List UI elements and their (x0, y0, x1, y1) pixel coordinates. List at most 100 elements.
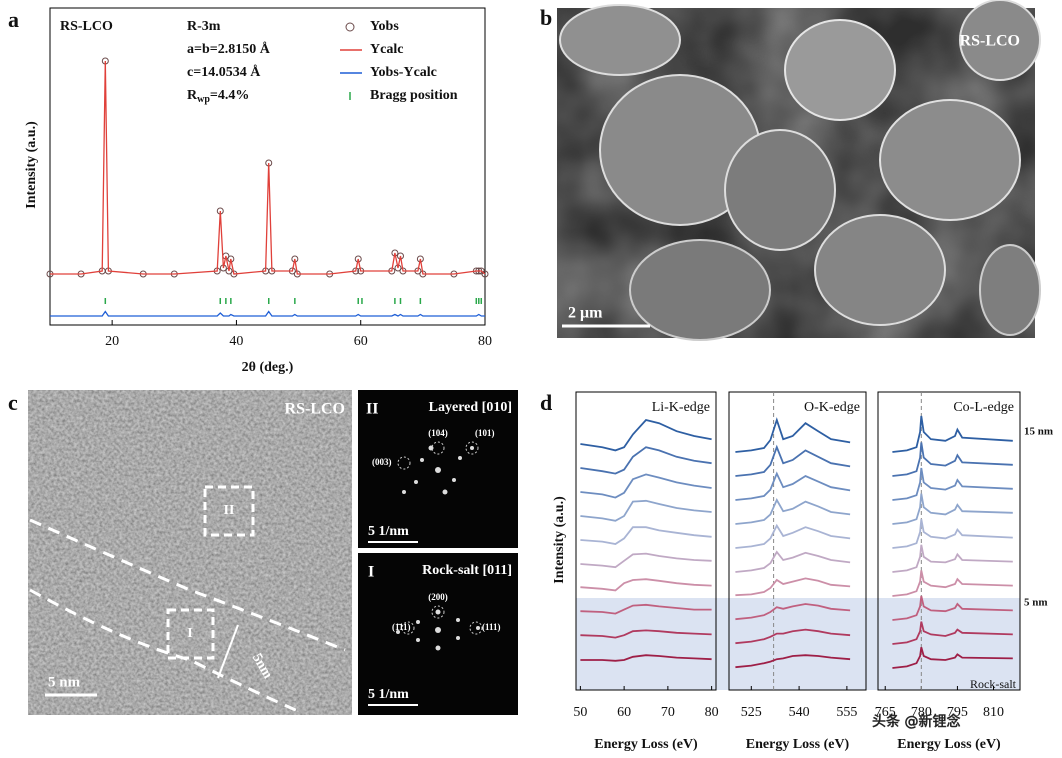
x-axis-label: Energy Loss (eV) (594, 737, 698, 752)
spectrum (580, 473, 712, 499)
x-tick-label: 765 (875, 705, 896, 720)
legend-marker (345, 22, 355, 32)
annotation: c=14.0534 Å (187, 64, 261, 80)
spectrum (580, 654, 712, 662)
spectrum (735, 603, 851, 621)
rwp-symbol: R (187, 88, 198, 103)
panel-label: c (8, 390, 18, 415)
spot-label: (104) (428, 428, 448, 438)
sample-label: RS-LCO (960, 33, 1020, 50)
spectrum (735, 550, 851, 573)
spectrum (735, 654, 851, 669)
panel-label: b (540, 5, 552, 30)
x-tick-label: 780 (911, 705, 932, 720)
annotation: R-3m (187, 19, 221, 34)
spectrum (735, 628, 851, 645)
spectrum (892, 544, 1013, 573)
annotation: Rwp=4.4% (187, 88, 249, 105)
x-tick-label: 20 (105, 334, 119, 349)
spectrum (892, 595, 1013, 621)
spot-label: (200) (428, 592, 448, 602)
sample-label: RS-LCO (285, 401, 345, 418)
spectrum (892, 621, 1013, 645)
region-label: I (187, 626, 192, 641)
x-tick-label: 555 (836, 705, 857, 720)
x-tick-label: 810 (983, 705, 1004, 720)
x-tick-label: 40 (229, 334, 243, 349)
x-tick-label: 540 (789, 705, 810, 720)
spot-label: (101) (475, 428, 495, 438)
curve-label: 15 nm (1024, 426, 1053, 438)
spectrum (735, 444, 851, 477)
inset-title: Rock-salt [011] (422, 563, 512, 578)
series-line (50, 310, 485, 317)
spectrum (735, 471, 851, 501)
spectrum (580, 629, 712, 639)
x-tick-label: 795 (947, 705, 968, 720)
spectrum (892, 467, 1013, 501)
spectrum (892, 570, 1013, 597)
rwp-subscript: wp (197, 94, 210, 105)
spectrum (580, 552, 712, 569)
x-tick-label: 50 (573, 705, 587, 720)
spectrum (892, 493, 1013, 525)
spectrum (735, 523, 851, 549)
y-axis-label: Intensity (a.u.) (24, 121, 39, 209)
region-label: Rock-salt (970, 677, 1017, 691)
panel-label: a (8, 7, 19, 32)
legend-label: Bragg position (370, 88, 458, 103)
rwp-value: =4.4% (210, 88, 249, 103)
spectrum (580, 603, 712, 615)
subplot-title: O-K-edge (804, 400, 860, 415)
watermark: 头条 @新锂念 (872, 713, 960, 730)
y-axis-label: Intensity (a.u.) (552, 496, 567, 584)
scale-bar-label: 2 μm (568, 305, 603, 322)
annotation: a=b=2.8150 Å (187, 41, 271, 57)
x-axis-label: Energy Loss (eV) (897, 737, 1001, 752)
plot-frame (877, 391, 1021, 691)
spectrum (735, 417, 851, 453)
inset-label: I (368, 564, 374, 581)
spectrum (735, 577, 851, 597)
x-axis-label: 2θ (deg.) (242, 360, 294, 375)
spectrum (580, 418, 712, 452)
x-tick-label: 80 (478, 334, 492, 349)
spectrum (580, 446, 712, 475)
spectrum (892, 415, 1013, 453)
spectrum (892, 646, 1013, 669)
legend-label: Yobs-Ycalc (370, 65, 437, 80)
subplot-title: Co-L-edge (953, 400, 1014, 415)
x-tick-label: 525 (741, 705, 762, 720)
subplot-title: Li-K-edge (652, 400, 710, 415)
rock-salt-region (576, 598, 1020, 690)
region-label: II (224, 503, 235, 518)
spot-label: (111) (482, 622, 501, 632)
spectrum (580, 578, 712, 592)
spot-label: (003) (372, 457, 392, 467)
x-axis-label: Energy Loss (eV) (746, 737, 850, 752)
spectrum (580, 526, 712, 545)
obs-point (481, 270, 489, 278)
legend-label: Yobs (370, 19, 399, 34)
plot-frame (575, 391, 717, 691)
spectrum (892, 442, 1013, 477)
spectrum (735, 498, 851, 525)
inset-title: Layered [010] (429, 400, 512, 415)
scale-bar-label: 5 1/nm (368, 524, 409, 539)
x-tick-label: 70 (661, 705, 675, 720)
x-tick-label: 80 (705, 705, 719, 720)
plot-frame (728, 391, 867, 691)
curve-label: 5 nm (1024, 597, 1048, 609)
legend-label: Ycalc (370, 42, 403, 57)
sample-label: RS-LCO (60, 19, 113, 34)
series-line (50, 60, 486, 275)
sem-image (557, 0, 1041, 341)
spectrum (892, 519, 1013, 549)
tem-image (28, 390, 518, 715)
panel-label: d (540, 390, 552, 415)
spectrum (580, 499, 712, 522)
spot-label: (1̄11) (392, 622, 411, 632)
scale-bar-label: 5 1/nm (368, 687, 409, 702)
scale-bar-label: 5 nm (48, 674, 81, 690)
